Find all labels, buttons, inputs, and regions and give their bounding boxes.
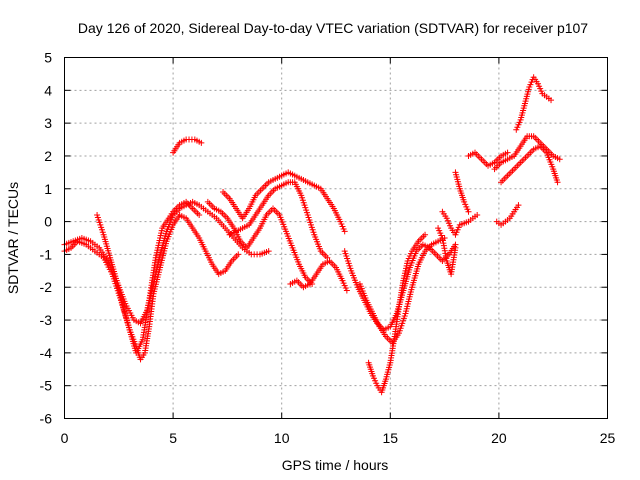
data-point: [465, 208, 472, 215]
y-axis-label: SDTVAR / TECUs: [5, 182, 21, 294]
series-track-d: [170, 136, 205, 156]
series-track-f: [226, 179, 331, 261]
axis-ticks: [64, 57, 608, 419]
plot-frame: [64, 57, 608, 419]
series-track-k: [365, 231, 429, 396]
series-track-h: [287, 257, 350, 294]
series-track-n: [493, 202, 522, 228]
x-tick-label: 5: [169, 430, 177, 446]
series-track-e: [220, 169, 348, 235]
y-tick-label: 1: [44, 181, 52, 197]
series-track-r: [465, 149, 511, 169]
data-point: [196, 212, 203, 219]
series-track-l: [435, 225, 459, 278]
grid-lines: [64, 57, 608, 419]
x-axis-label: GPS time / hours: [282, 457, 389, 473]
y-tick-label: 2: [44, 148, 52, 164]
data-point: [548, 97, 555, 104]
data-point: [343, 287, 350, 294]
data-point: [235, 251, 242, 258]
data-point: [452, 244, 459, 251]
data-point: [554, 179, 561, 186]
x-tick-label: 25: [600, 430, 616, 446]
y-tick-label: -3: [40, 312, 53, 328]
chart-title: Day 126 of 2020, Sidereal Day-to-day VTE…: [78, 20, 588, 36]
series-track-m: [452, 169, 472, 215]
y-tick-label: -5: [40, 378, 53, 394]
y-tick-label: 0: [44, 214, 52, 230]
series-track-s: [439, 208, 481, 238]
y-tick-label: -4: [40, 345, 53, 361]
x-tick-label: 0: [61, 430, 69, 446]
y-tick-label: 4: [44, 82, 52, 98]
y-tick-labels: -6 -5 -4 -3 -2 -1 0 1 2 3 4 5: [40, 50, 53, 427]
x-tick-label: 20: [491, 430, 507, 446]
data-point: [422, 231, 429, 238]
x-tick-label: 15: [383, 430, 399, 446]
y-tick-label: 5: [44, 50, 52, 66]
y-tick-label: -1: [40, 246, 53, 262]
data-marks: [61, 74, 563, 396]
data-point: [556, 156, 563, 163]
y-tick-label: -6: [40, 411, 53, 427]
data-point: [198, 139, 205, 146]
y-tick-label: -2: [40, 279, 53, 295]
series-track-o: [491, 133, 563, 173]
data-point: [474, 212, 481, 219]
data-point: [504, 149, 511, 156]
series-track-p: [498, 143, 561, 186]
data-point: [341, 228, 348, 235]
series-track-g: [204, 198, 316, 287]
series-track-q: [513, 74, 555, 133]
x-tick-label: 10: [274, 430, 290, 446]
data-point: [515, 202, 522, 209]
data-point: [265, 248, 272, 255]
series-track-c: [94, 212, 242, 363]
y-tick-label: 3: [44, 115, 52, 131]
x-tick-labels: 0 5 10 15 20 25: [61, 430, 616, 446]
